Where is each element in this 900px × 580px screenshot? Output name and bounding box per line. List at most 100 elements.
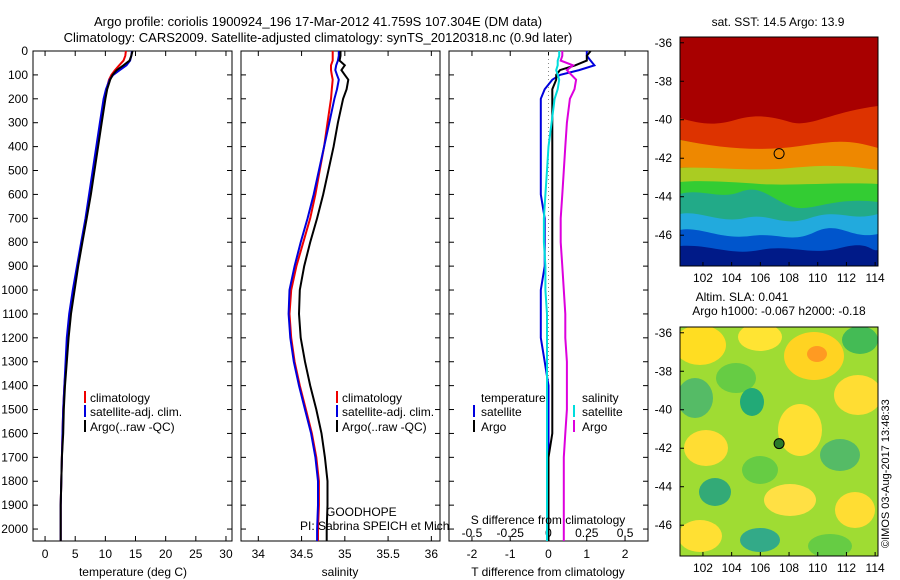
copyright-stamp: ©IMOS 03-Aug-2017 13:48:33 — [880, 399, 892, 548]
depth-tick-label: 200 — [8, 92, 28, 106]
x-tick-label: 15 — [129, 547, 143, 561]
x-tick-label: 35 — [338, 547, 352, 561]
sst-latitude-ticks: -36 -38 -40 -42 -44 -46 — [655, 36, 684, 242]
sst-front-red — [680, 106, 878, 152]
longitude-tick-label: 106 — [750, 271, 770, 285]
difference-profile-panel: -2 -1 0 1 2 -0.5 -0.25 0 0.25 0.5 T difference f… — [448, 50, 649, 579]
sla-blob — [834, 375, 878, 415]
temperature-lines — [59, 50, 134, 541]
sla-argo-location-marker — [773, 438, 785, 450]
x-tick-label: 20 — [159, 547, 173, 561]
sst-field — [680, 37, 878, 266]
longitude-tick-label: 102 — [693, 561, 713, 575]
depth-tick-label: 100 — [8, 68, 28, 82]
longitude-tick-label: 110 — [808, 271, 827, 285]
sla-blob — [684, 430, 728, 466]
temperature-profile-panel: 0100200300400500600700800900100011001200… — [1, 44, 233, 579]
legend-t-argo: Argo — [481, 420, 507, 434]
sst-longitude-ticks: 102 104 106 108 110 112 114 — [693, 262, 885, 285]
x-tick-label: 1 — [583, 547, 590, 561]
legend-satellite: satellite-adj. clim. — [342, 405, 434, 419]
depth-tick-label: 1600 — [1, 426, 28, 440]
sla-blob — [680, 378, 713, 418]
s-diff-tick-label: -0.5 — [462, 526, 483, 540]
sla-map-panel: Altim. SLA: 0.041 Argo h1000: -0.067 h20… — [655, 290, 885, 575]
sla-map-title: Altim. SLA: 0.041 — [696, 290, 789, 304]
title-line-2: Climatology: CARS2009. Satellite-adjuste… — [64, 30, 573, 45]
sst-coldest — [680, 245, 878, 266]
sla-blob — [680, 520, 722, 552]
latitude-tick-label: -46 — [655, 518, 673, 532]
depth-tick-label: 400 — [8, 140, 28, 154]
temperature-legend: climatology satellite-adj. clim. Argo(..… — [84, 391, 182, 434]
sla-blob — [835, 492, 875, 528]
depth-tick-label: 1800 — [1, 474, 28, 488]
legend-temperature-heading: temperature — [481, 391, 546, 405]
longitude-tick-label: 104 — [722, 561, 742, 575]
x-tick-label: 0 — [545, 547, 552, 561]
sla-blob — [738, 327, 782, 351]
salinity-lines — [287, 51, 350, 541]
x-tick-label: 25 — [189, 547, 203, 561]
sla-field — [680, 327, 878, 556]
legend-salinity-heading: salinity — [582, 391, 619, 405]
depth-tick-label: 900 — [8, 259, 28, 273]
depth-tick-label: 500 — [8, 164, 28, 178]
s-diff-tick-label: 0.5 — [617, 526, 634, 540]
sla-blob — [716, 363, 756, 393]
longitude-tick-label: 110 — [808, 561, 827, 575]
latitude-tick-label: -42 — [655, 151, 673, 165]
t-difference-x-label: T difference from climatology — [471, 565, 625, 579]
temperature-x-ticks: 0 5 10 15 20 25 30 — [33, 50, 233, 561]
legend-climatology: climatology — [342, 391, 402, 405]
latitude-tick-label: -44 — [655, 190, 673, 204]
depth-tick-label: 700 — [8, 211, 28, 225]
depth-tick-label: 0 — [21, 44, 28, 58]
x-tick-label: 35.5 — [376, 547, 400, 561]
depth-tick-label: 1300 — [1, 355, 28, 369]
salinity-profile-panel: 34 34.5 35 35.5 36 salinity climatology sate… — [240, 50, 503, 579]
x-tick-label: 34 — [252, 547, 266, 561]
sla-blob — [820, 439, 860, 471]
series-line-argo-raw-qc- — [297, 51, 350, 541]
longitude-tick-label: 108 — [779, 561, 799, 575]
longitude-tick-label: 102 — [693, 271, 713, 285]
depth-tick-label: 300 — [8, 116, 28, 130]
series-line-argo-raw-qc- — [59, 50, 134, 541]
legend-climatology: climatology — [90, 391, 150, 405]
legend-s-satellite: satellite — [582, 405, 623, 419]
difference-lines — [539, 50, 597, 541]
longitude-tick-label: 114 — [866, 271, 885, 285]
project-name: GOODHOPE — [326, 505, 397, 519]
sla-blob — [740, 388, 764, 416]
latitude-tick-label: -46 — [655, 228, 673, 242]
latitude-tick-label: -36 — [655, 36, 673, 50]
salinity-x-label: salinity — [322, 565, 359, 579]
salinity-x-ticks: 34 34.5 35 35.5 36 — [241, 50, 440, 561]
x-tick-label: 34.5 — [290, 547, 314, 561]
latitude-tick-label: -40 — [655, 403, 673, 417]
depth-tick-label: 1400 — [1, 379, 28, 393]
legend-argo: Argo(..raw -QC) — [90, 420, 175, 434]
sla-blob — [807, 346, 827, 362]
s-difference-x-label: S difference from climatology — [471, 513, 626, 527]
depth-tick-label: 1900 — [1, 498, 28, 512]
latitude-tick-label: -40 — [655, 113, 673, 127]
sla-blob — [699, 478, 731, 506]
sla-blob — [764, 484, 816, 516]
depth-tick-label: 1700 — [1, 450, 28, 464]
latitude-tick-label: -38 — [655, 74, 673, 88]
legend-s-argo: Argo — [582, 420, 608, 434]
depth-tick-label: 800 — [8, 235, 28, 249]
longitude-tick-label: 112 — [837, 271, 856, 285]
salinity-plot-frame — [240, 50, 441, 542]
longitude-tick-label: 108 — [779, 271, 799, 285]
x-tick-label: 30 — [219, 547, 233, 561]
longitude-tick-label: 106 — [750, 561, 770, 575]
sla-longitude-ticks: 102 104 106 108 110 112 114 — [693, 552, 885, 575]
sla-blob — [742, 456, 778, 484]
longitude-tick-label: 114 — [866, 561, 885, 575]
latitude-tick-label: -42 — [655, 441, 673, 455]
sla-blob — [808, 534, 852, 556]
